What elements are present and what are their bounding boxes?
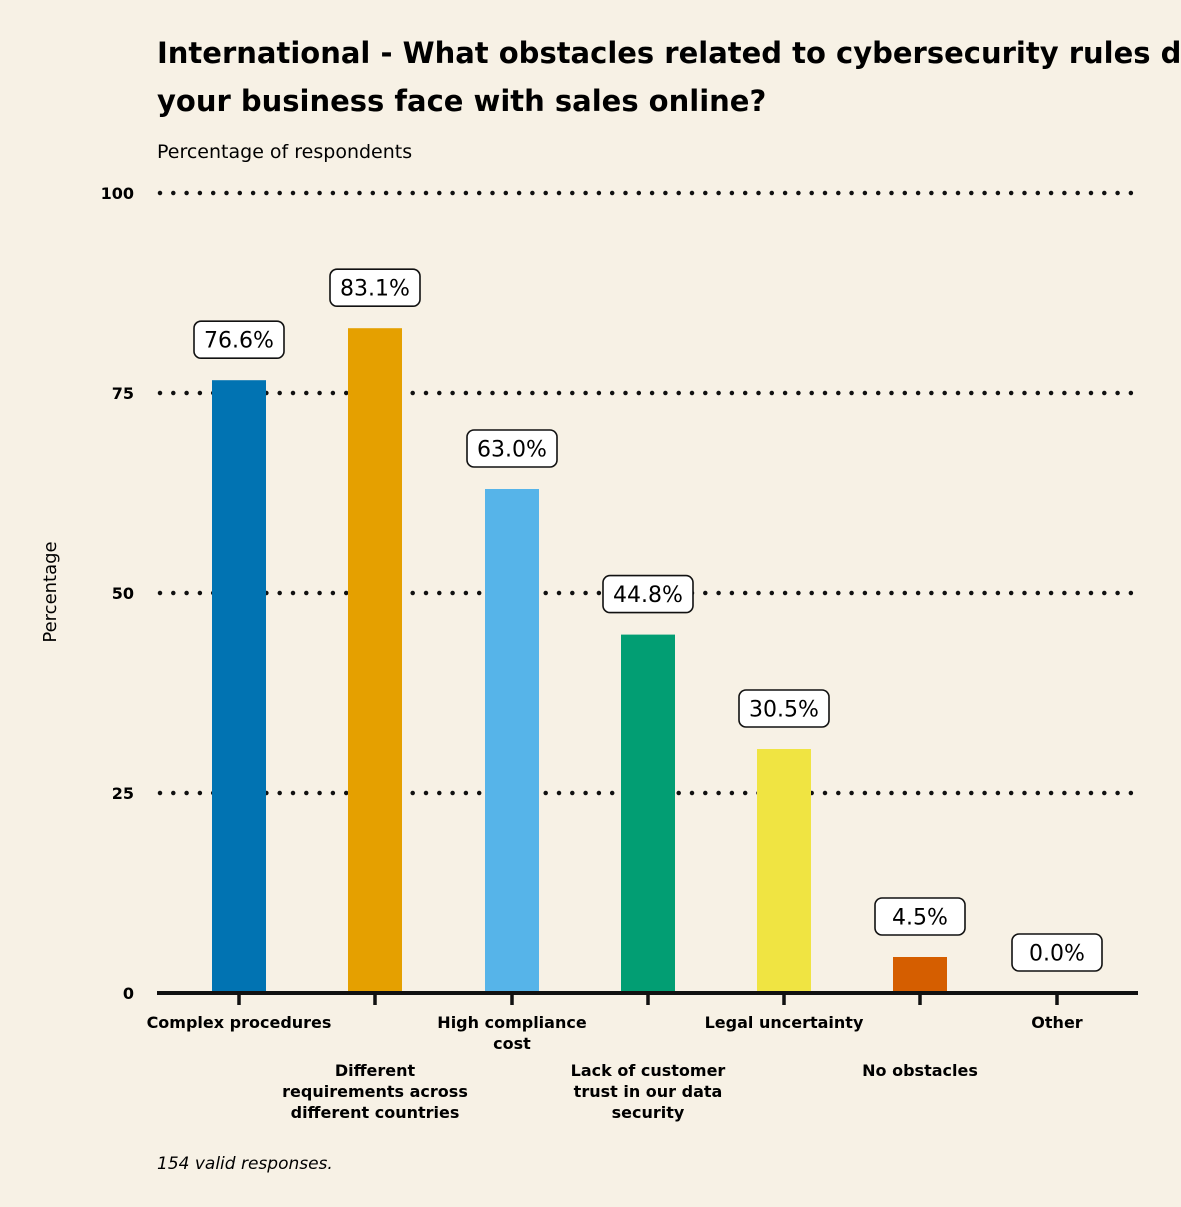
y-tick-label-0: 0: [123, 984, 134, 1003]
data-label-text-6: 4.5%: [892, 906, 948, 931]
data-label-4: 44.8%: [602, 574, 694, 614]
chart-subtitle: Percentage of respondents: [157, 141, 412, 163]
x-tick-label-2-line-1: Different: [335, 1061, 416, 1080]
data-label-text-1: 76.6%: [204, 329, 274, 354]
x-tick-label-2-line-3: different countries: [291, 1103, 460, 1122]
bars: [212, 328, 947, 993]
y-tick-label-75: 75: [112, 384, 134, 403]
data-label-box-6: [874, 897, 966, 936]
bar-3: [485, 489, 539, 993]
data-label-box-2: [329, 268, 421, 308]
y-tick-label-50: 50: [112, 584, 134, 603]
data-label-box-1: [193, 320, 285, 360]
data-label-2: 83.1%: [329, 268, 421, 308]
x-tick-label-2: Different requirements across different co…: [282, 1061, 468, 1122]
data-label-box-4: [602, 574, 694, 614]
y-axis-ticks: 0 25 50 75 100: [101, 184, 134, 1003]
data-label-box-7: [1011, 933, 1103, 972]
x-tick-label-5-line-1: Legal uncertainty: [705, 1013, 864, 1032]
x-tick-label-7-line-1: Other: [1031, 1013, 1082, 1032]
x-tick-label-6: No obstacles: [862, 1061, 978, 1080]
data-label-text-3: 63.0%: [477, 438, 547, 463]
bar-6: [893, 957, 947, 993]
x-tick-label-1: Complex procedures: [147, 1013, 332, 1032]
x-axis-ticks: Complex procedures Different requirements …: [147, 1013, 1083, 1122]
data-label-7: 0.0%: [1011, 933, 1103, 972]
bar-4: [621, 634, 675, 993]
x-tick-label-3-line-2: cost: [493, 1034, 531, 1053]
y-tick-label-25: 25: [112, 784, 134, 803]
x-tick-label-4-line-2: trust in our data: [574, 1082, 723, 1101]
y-tick-label-100: 100: [101, 184, 134, 203]
x-tick-label-4-line-1: Lack of customer: [571, 1061, 726, 1080]
chart-title-line-2: your business face with sales online?: [157, 84, 766, 118]
data-label-text-4: 44.8%: [613, 583, 683, 608]
data-labels: 76.6% 83.1% 63.0% 44.8% 30.5% 4.5% 0.0%: [193, 268, 1103, 972]
data-label-3: 63.0%: [466, 429, 558, 468]
chart-caption: 154 valid responses.: [157, 1154, 333, 1174]
x-tick-label-4: Lack of customer trust in our data securit…: [571, 1061, 726, 1122]
data-label-text-2: 83.1%: [340, 277, 410, 302]
data-label-5: 30.5%: [738, 689, 830, 728]
data-label-text-5: 30.5%: [749, 698, 819, 723]
x-tick-label-6-line-1: No obstacles: [862, 1061, 978, 1080]
data-label-box-3: [466, 429, 558, 468]
data-label-box-5: [738, 689, 830, 728]
x-tick-label-7: Other: [1031, 1013, 1082, 1032]
x-tick-label-3: High compliance cost: [437, 1013, 587, 1053]
x-tick-label-2-line-2: requirements across: [282, 1082, 468, 1101]
x-axis: [157, 991, 1138, 1005]
x-tick-label-5: Legal uncertainty: [705, 1013, 864, 1032]
bar-5: [757, 749, 811, 993]
chart-title-line-1: International - What obstacles related t…: [157, 36, 1181, 70]
x-tick-label-4-line-3: security: [612, 1103, 685, 1122]
y-axis-label: Percentage: [40, 541, 61, 642]
data-label-6: 4.5%: [874, 897, 966, 936]
data-label-text-7: 0.0%: [1029, 942, 1085, 967]
data-label-1: 76.6%: [193, 320, 285, 360]
bar-2: [348, 328, 402, 993]
x-tick-label-1-line-1: Complex procedures: [147, 1013, 332, 1032]
bar-1: [212, 380, 266, 993]
x-tick-label-3-line-1: High compliance: [437, 1013, 587, 1032]
